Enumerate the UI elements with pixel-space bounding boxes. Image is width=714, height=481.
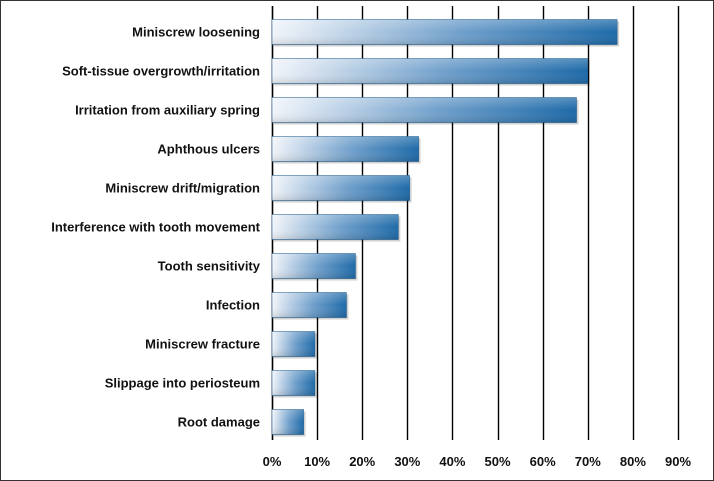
bar-highlight (272, 292, 347, 318)
x-tick-label: 10% (304, 454, 330, 469)
category-label: Tooth sensitivity (158, 259, 261, 274)
bars (271, 19, 620, 437)
x-tick-label: 90% (665, 454, 691, 469)
category-label: Miniscrew loosening (132, 25, 260, 40)
bar-highlight (272, 97, 577, 123)
bar-highlight (272, 370, 315, 396)
bar-highlight (272, 19, 618, 45)
x-tick-label: 80% (620, 454, 646, 469)
x-tick-label: 0% (263, 454, 282, 469)
bar-highlight (272, 175, 410, 201)
category-label: Irritation from auxiliary spring (75, 103, 260, 118)
category-label: Aphthous ulcers (157, 142, 260, 157)
x-tick-label: 40% (439, 454, 465, 469)
x-tick-label: 20% (349, 454, 375, 469)
bar-highlight (272, 409, 304, 435)
bar-highlight (272, 331, 315, 357)
x-tick-label: 70% (575, 454, 601, 469)
category-label: Slippage into periosteum (105, 376, 260, 391)
category-label: Miniscrew drift/migration (105, 181, 260, 196)
category-label: Interference with tooth movement (51, 220, 260, 235)
category-label: Soft-tissue overgrowth/irritation (62, 64, 260, 79)
category-labels: Miniscrew loosening Soft-tissue overgrowt… (51, 25, 261, 430)
bar-highlight (272, 136, 419, 162)
x-tick-label: 50% (485, 454, 511, 469)
category-label: Infection (206, 298, 260, 313)
category-label: Root damage (178, 415, 260, 430)
category-label: Miniscrew fracture (145, 337, 260, 352)
x-tick-labels: 0% 10% 20% 30% 40% 50% 60% 70% 80% 90% (263, 454, 692, 469)
bar-highlight (272, 253, 356, 279)
bar-highlight (272, 214, 399, 240)
bar-highlight (272, 58, 588, 84)
x-tick-label: 60% (530, 454, 556, 469)
x-tick-label: 30% (394, 454, 420, 469)
